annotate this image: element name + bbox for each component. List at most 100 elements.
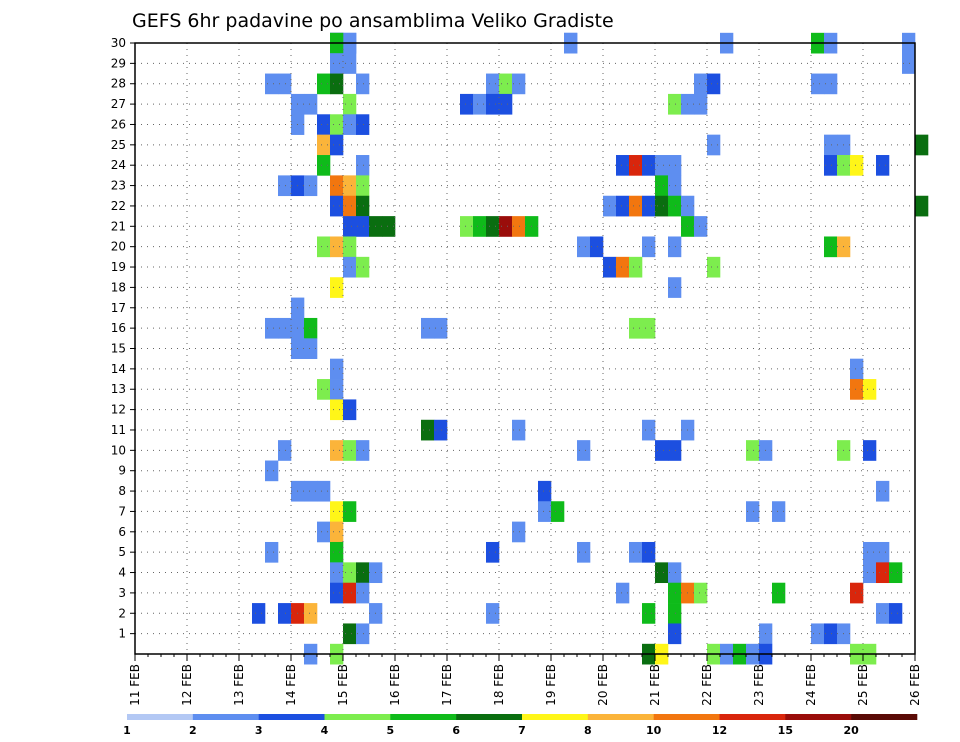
heatmap-cell	[590, 236, 604, 258]
heatmap-cell	[655, 562, 669, 584]
heatmap-cell	[902, 53, 916, 74]
heatmap-cell	[707, 256, 721, 278]
heatmap-cell	[642, 317, 656, 339]
heatmap-cell	[863, 379, 877, 400]
y-tick-label: 12	[111, 403, 126, 417]
heatmap-cell	[876, 480, 890, 502]
heatmap-cell	[343, 216, 357, 237]
heatmap-cell	[538, 480, 552, 502]
heatmap-cell	[330, 501, 344, 522]
y-tick-label: 26	[111, 117, 126, 131]
y-tick-label: 10	[111, 443, 126, 457]
y-tick-label: 28	[111, 77, 126, 91]
heatmap-cell	[629, 155, 643, 176]
y-tick-label: 11	[111, 423, 126, 437]
heatmap-cell	[356, 175, 370, 197]
heatmap-cell	[356, 582, 370, 604]
heatmap-cell	[707, 73, 721, 95]
y-tick-label: 27	[111, 97, 126, 111]
heatmap-cell	[616, 256, 630, 278]
heatmap-cell	[668, 155, 682, 176]
heatmap-cell	[629, 195, 643, 217]
x-tick-label: 26 FEB	[908, 664, 922, 706]
heatmap-cell	[824, 155, 838, 176]
heatmap-cell	[486, 541, 500, 563]
y-tick-label: 15	[111, 342, 126, 356]
heatmap-cell	[356, 73, 370, 95]
x-tick-label: 18 FEB	[492, 664, 506, 706]
heatmap-cell	[330, 440, 344, 461]
plot-cells	[252, 32, 929, 665]
x-tick-label: 16 FEB	[388, 664, 402, 706]
heatmap-cell	[876, 603, 890, 624]
heatmap-cell	[382, 216, 396, 237]
heatmap-cell	[694, 73, 708, 95]
heatmap-cell	[772, 582, 786, 604]
heatmap-cell	[499, 73, 513, 95]
heatmap-cell	[655, 175, 669, 197]
y-tick-label: 18	[111, 280, 126, 294]
heatmap-cell	[421, 317, 435, 339]
heatmap-cell	[889, 562, 903, 584]
heatmap-cell	[486, 73, 500, 95]
x-tick-label: 14 FEB	[284, 664, 298, 706]
heatmap-cell	[811, 73, 825, 95]
x-tick-label: 19 FEB	[544, 664, 558, 706]
heatmap-cell	[655, 195, 669, 217]
heatmap-cell	[629, 541, 643, 563]
heatmap-cell	[876, 541, 890, 563]
y-tick-label: 16	[111, 321, 126, 335]
heatmap-cell	[746, 440, 760, 461]
heatmap-cell	[317, 236, 331, 258]
heatmap-cell	[850, 155, 864, 176]
heatmap-cell	[304, 93, 318, 115]
colorbar-label: 15	[778, 724, 793, 737]
heatmap-cell	[694, 582, 708, 604]
heatmap-cell	[616, 582, 630, 604]
heatmap-cell	[343, 399, 357, 421]
heatmap-cell	[317, 480, 331, 502]
y-tick-label: 22	[111, 199, 126, 213]
heatmap-cell	[343, 236, 357, 258]
y-tick-label: 4	[118, 566, 126, 580]
heatmap-cell	[317, 114, 331, 135]
y-tick-label: 14	[111, 362, 126, 376]
heatmap-cell	[538, 501, 552, 522]
heatmap-cell	[304, 480, 318, 502]
heatmap-cell	[629, 256, 643, 278]
heatmap-cell	[356, 440, 370, 461]
colorbar-label: 12	[712, 724, 727, 737]
x-tick-label: 21 FEB	[648, 664, 662, 706]
heatmap-cell	[746, 501, 760, 522]
x-tick-label: 15 FEB	[336, 664, 350, 706]
heatmap-cell	[330, 521, 344, 543]
colorbar-label: 20	[844, 724, 860, 737]
colorbar-swatch	[719, 714, 786, 720]
grid-lines	[135, 42, 915, 654]
heatmap-cell	[694, 216, 708, 237]
heatmap-cell	[577, 440, 591, 461]
heatmap-cell	[629, 317, 643, 339]
heatmap-cell	[265, 460, 279, 482]
colorbar-swatch	[587, 714, 654, 720]
heatmap-cell	[512, 216, 526, 237]
x-axis: 11 FEB 12 FEB 13 FEB 14 FEB 15 FEB 16 FEB 17 F…	[128, 654, 922, 706]
heatmap-cell	[317, 134, 331, 156]
heatmap-cell	[850, 358, 864, 380]
heatmap-cell	[668, 277, 682, 298]
heatmap-cell	[642, 541, 656, 563]
heatmap-cell	[356, 195, 370, 217]
heatmap-cell	[642, 603, 656, 624]
heatmap-cell	[824, 623, 838, 645]
heatmap-cell	[317, 73, 331, 95]
colorbar-swatch	[192, 714, 259, 720]
colorbar: 1 2 3 4 5 6 7 8 10 12 15 20	[123, 714, 918, 737]
heatmap-cell	[915, 134, 929, 156]
y-tick-label: 23	[111, 179, 126, 193]
heatmap-cell	[278, 73, 292, 95]
heatmap-cell	[421, 419, 435, 441]
colorbar-label: 10	[646, 724, 662, 737]
heatmap-cell	[668, 582, 682, 604]
y-tick-label: 25	[111, 138, 126, 152]
heatmap-cell	[668, 440, 682, 461]
